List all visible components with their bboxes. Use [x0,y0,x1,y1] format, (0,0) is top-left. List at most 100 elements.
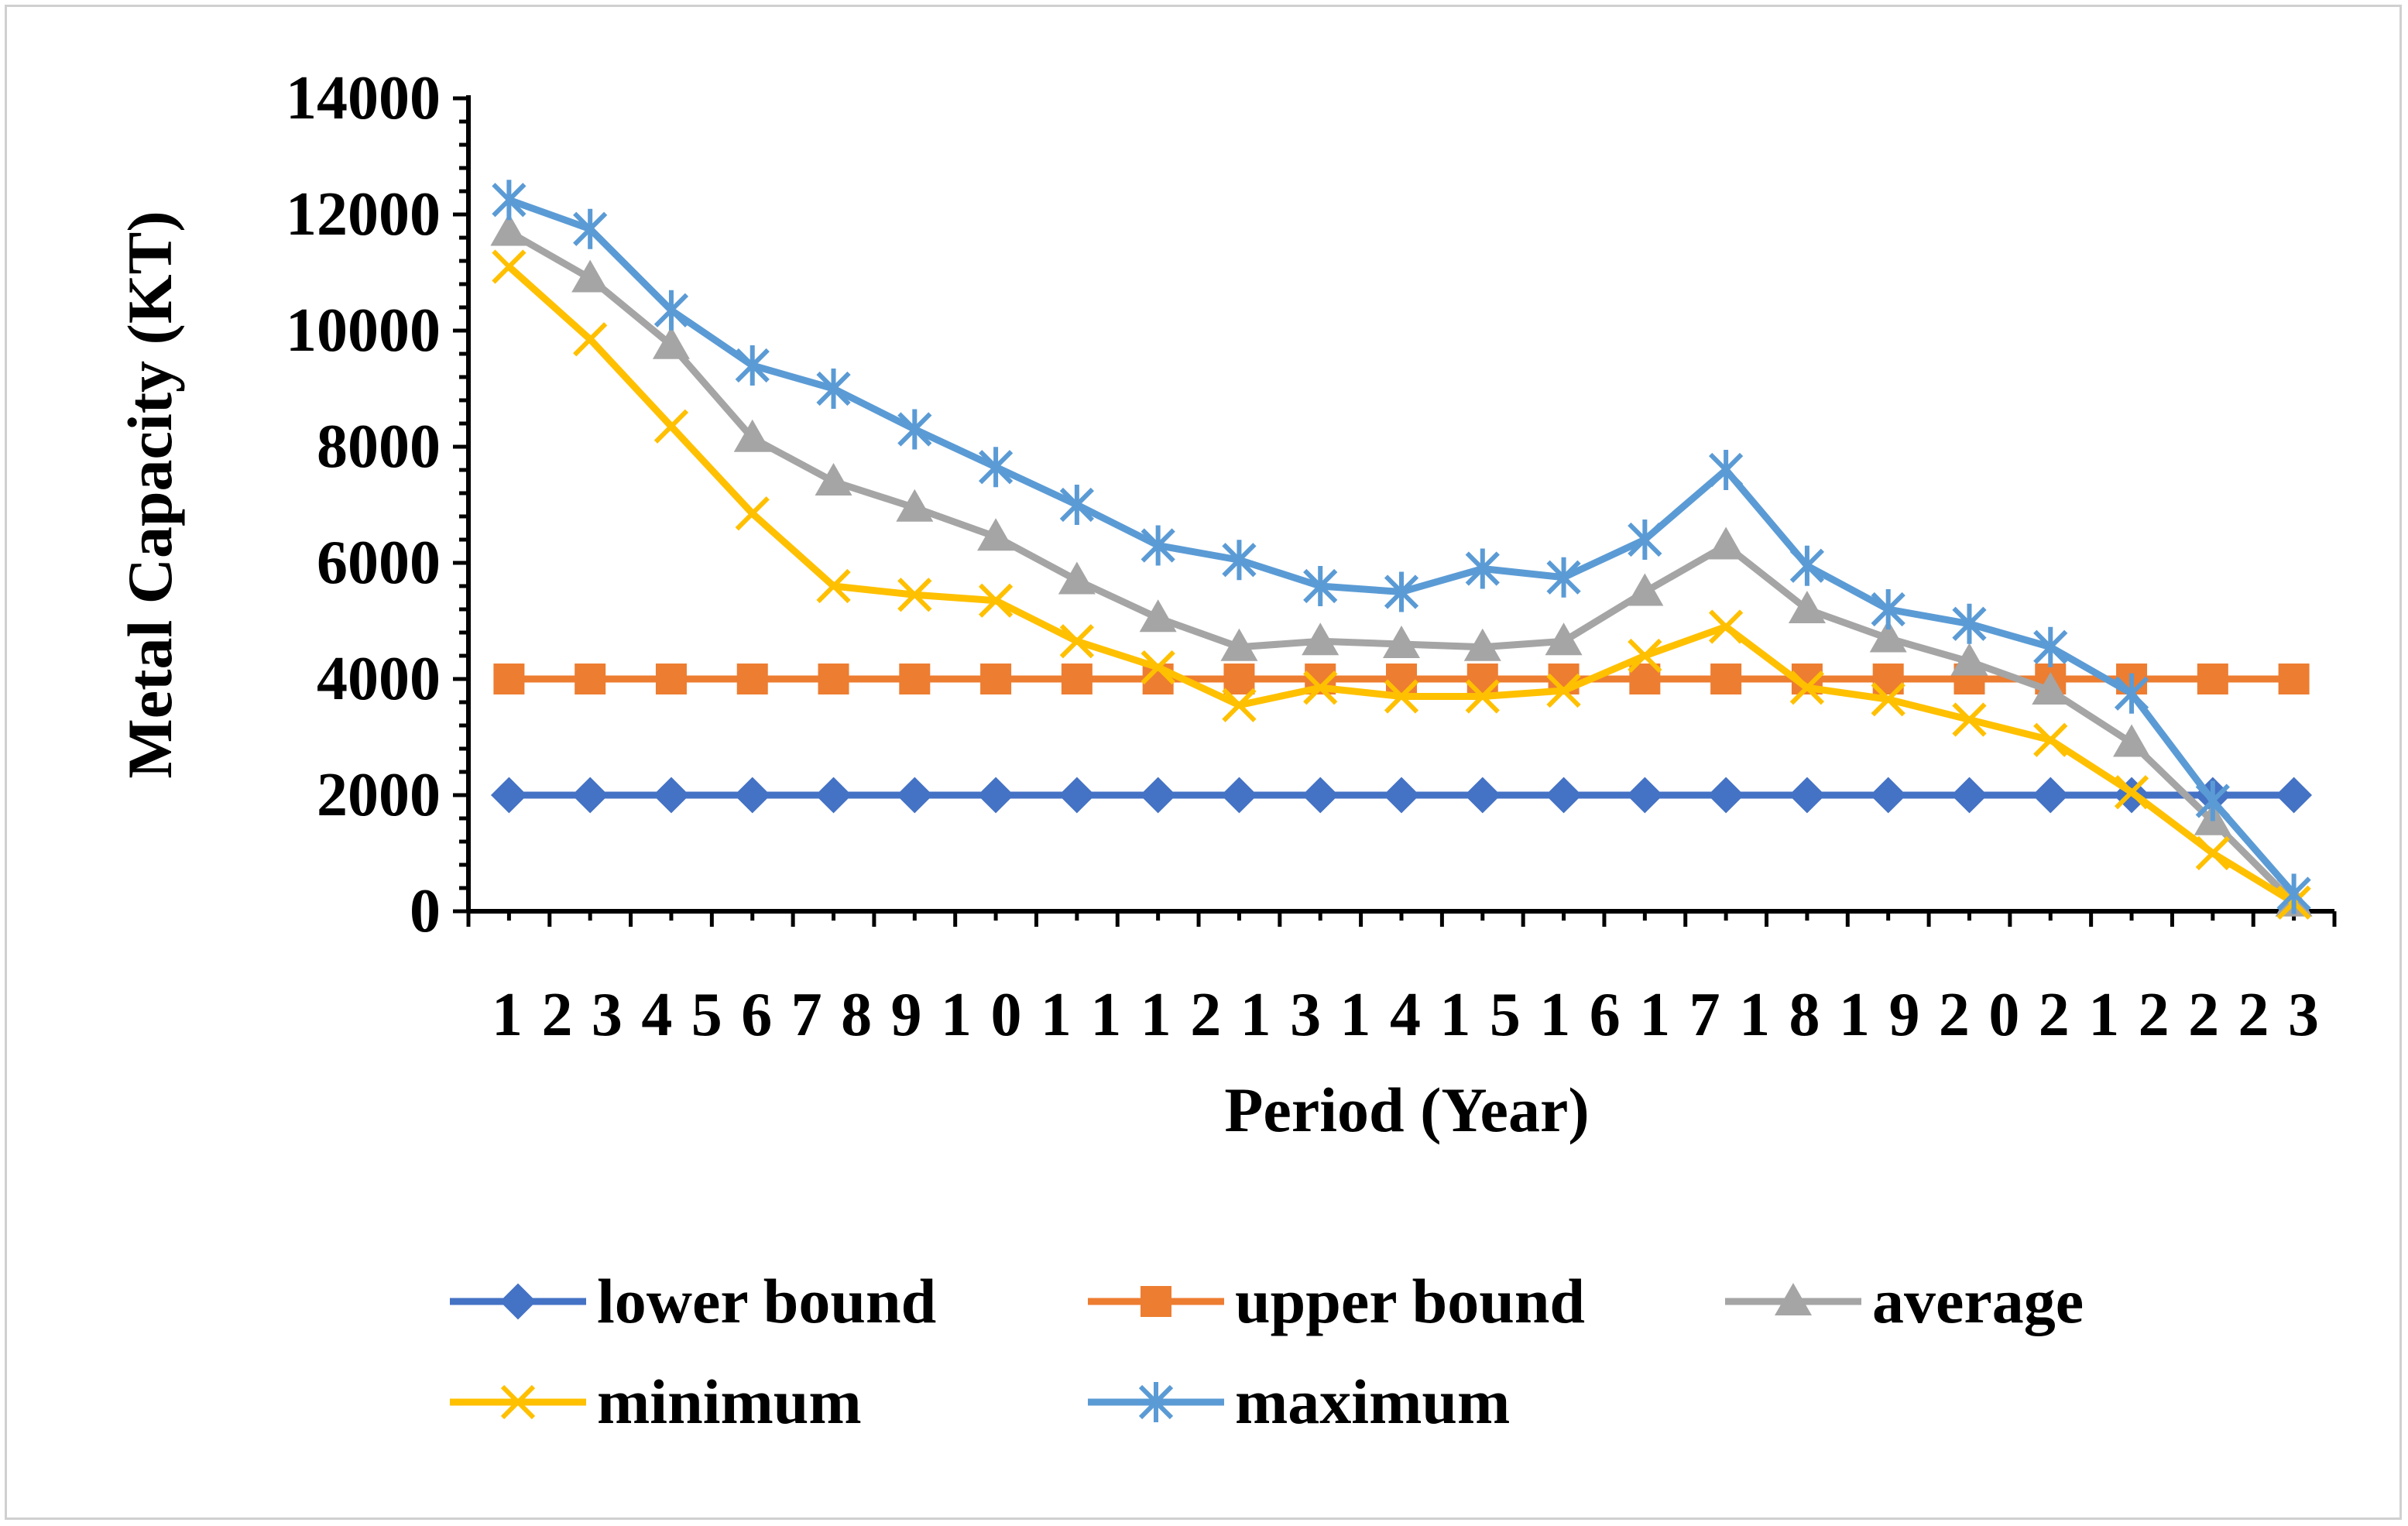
data-point-maximum [1709,450,1744,490]
legend-marker-minimum [500,1384,536,1420]
data-point-maximum [1303,566,1338,606]
data-point-average [1139,599,1177,633]
data-point-lower-bound [896,777,933,814]
x-tick-label: 0 [1988,981,2019,1049]
data-point-lower-bound [1058,777,1096,814]
y-tick-label: 6000 [317,529,441,597]
data-point-average [1302,622,1339,656]
data-point-minimum [1303,670,1338,705]
data-point-maximum [735,345,770,386]
x-tick-label: 4 [641,981,672,1049]
y-tick-label: 2000 [317,761,441,829]
legend-item-lower-bound: lower bound [450,1266,936,1336]
data-point-maximum [897,409,932,450]
data-point-average [1626,573,1664,606]
data-point-average [1463,628,1501,661]
data-point-maximum [2276,873,2311,914]
x-tick-label: 6 [741,981,772,1049]
x-tick-label: 1 [2088,981,2119,1049]
x-tick-label: 6 [1590,981,1621,1049]
data-point-minimum [1222,688,1257,722]
series-maximum [492,180,2311,914]
legend-item-average: average [1725,1266,2084,1336]
data-point-minimum [1871,682,1905,717]
x-tick-label: 5 [691,981,722,1049]
legend-item-minimum: minimum [450,1367,862,1437]
data-point-minimum [653,409,689,444]
x-tick-label: 7 [1689,981,1720,1049]
legend: lower bound upper bound average minimum maxi… [450,1266,2084,1437]
x-tick-label: 2 [541,981,572,1049]
legend-label: average [1872,1266,2084,1336]
data-point-average [1058,561,1096,595]
legend-label: lower bound [597,1266,936,1336]
data-point-minimum [897,578,932,612]
series-average [490,213,2313,917]
x-tick-label: 1 [1340,981,1371,1049]
data-point-lower-bound [571,777,609,814]
data-point-lower-bound [977,777,1014,814]
data-point-upper-bound [1223,664,1255,694]
data-point-average [652,326,690,359]
x-tick-label: 1 [1539,981,1570,1049]
data-point-upper-bound [575,664,606,694]
data-point-lower-bound [1221,777,1257,814]
x-tick-label: 2 [1939,981,1970,1049]
legend-marker-lower-bound [499,1283,537,1320]
data-point-lower-bound [1707,777,1744,814]
data-point-lower-bound [653,777,690,814]
data-point-minimum [492,249,527,284]
data-point-maximum [1952,603,1987,644]
y-axis-title: Metal Capacity (KT) [115,211,185,778]
data-point-average [2113,724,2151,757]
y-tick-label: 14000 [286,64,441,132]
data-point-upper-bound [493,664,525,694]
x-tick-label: 1 [1090,981,1121,1049]
data-point-minimum [2195,835,2230,871]
x-tick-label: 1 [941,981,972,1049]
data-point-minimum [816,568,851,604]
x-tick-label: 7 [791,981,822,1049]
legend-marker-maximum [1138,1382,1174,1422]
legend-item-upper-bound: upper bound [1088,1266,1585,1336]
data-point-maximum [978,447,1014,488]
data-point-lower-bound [2032,777,2069,814]
x-tick-label: 0 [990,981,1021,1049]
data-point-average [1707,526,1745,560]
x-tick-label: 5 [1490,981,1521,1049]
data-point-maximum [1384,571,1419,612]
data-point-average [571,259,609,293]
data-point-minimum [1789,670,1825,705]
data-point-lower-bound [1545,777,1582,814]
y-tick-label: 0 [410,877,441,945]
x-tick-label: 9 [891,981,922,1049]
data-point-lower-bound [1626,777,1663,814]
data-point-minimum [1952,702,1987,737]
data-point-average [1788,591,1826,623]
data-point-lower-bound [2276,777,2313,814]
data-point-lower-bound [815,777,852,814]
y-tick-label: 4000 [317,645,441,713]
data-point-maximum [573,208,608,249]
data-point-minimum [1141,650,1175,685]
x-tick-label: 2 [2139,981,2170,1049]
data-point-maximum [1222,540,1257,581]
x-tick-label: 3 [592,981,623,1049]
data-point-average [1950,643,1988,676]
y-tick-label: 10000 [286,297,441,365]
legend-label: maximum [1235,1367,1510,1437]
data-point-maximum [816,369,851,409]
x-tick-label: 8 [1789,981,1820,1049]
data-point-upper-bound [736,664,768,694]
data-point-maximum [1789,545,1825,586]
data-point-average [977,518,1015,551]
x-axis-title: Period (Year) [1224,1075,1589,1145]
data-point-maximum [1871,589,1905,629]
data-point-upper-bound [818,664,849,694]
data-point-upper-bound [980,664,1012,694]
x-tick-label: 2 [1190,981,1221,1049]
data-point-average [1545,622,1583,656]
data-point-maximum [1628,520,1662,560]
data-point-average [490,213,528,246]
